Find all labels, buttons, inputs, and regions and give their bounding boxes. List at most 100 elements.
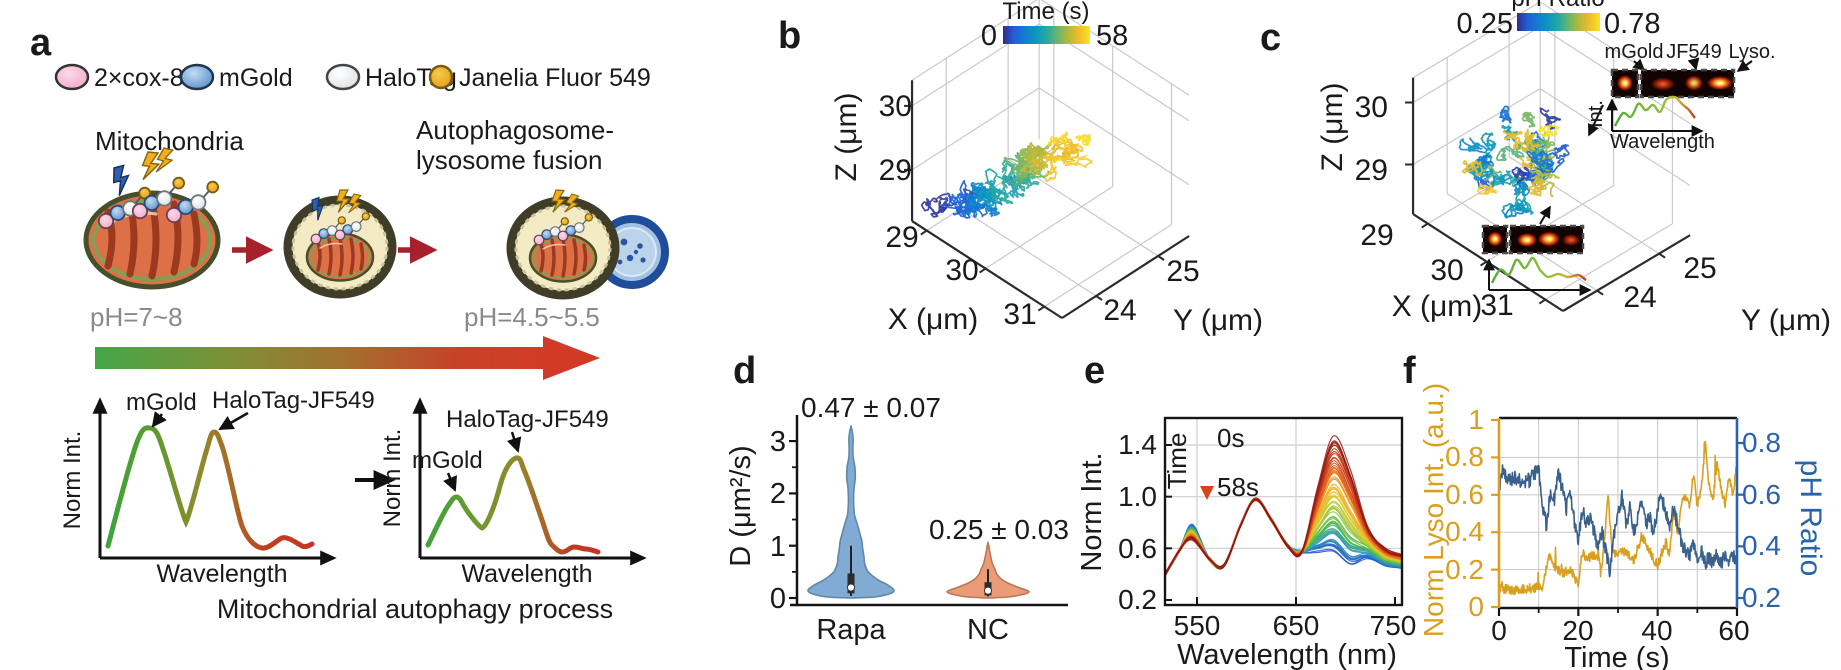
panel-f-label: f bbox=[1403, 350, 1416, 392]
panel-f-right-tick: 0.2 bbox=[1742, 582, 1781, 613]
time-colorbar-title: Time (s) bbox=[1002, 0, 1089, 25]
panel-f-right-tick: 0.6 bbox=[1742, 479, 1781, 510]
spectra-plot bbox=[1163, 416, 1404, 607]
panel-a: a 2×cox-8 mGold HaloTag Janelia Fluor 54… bbox=[30, 22, 669, 624]
sketch2-peak2-label: HaloTag-JF549 bbox=[446, 406, 609, 433]
panel-e-y-axis-label: Norm Int. bbox=[1076, 452, 1108, 571]
panel-c-y-tick: 25 bbox=[1683, 252, 1716, 285]
panel-e-y-tick: 1.0 bbox=[1118, 481, 1157, 512]
panel-c-y-axis-label: Y (μm) bbox=[1741, 304, 1831, 337]
panel-c-bottom-inset bbox=[1481, 205, 1592, 296]
panel-f-right-tick: 0.8 bbox=[1742, 427, 1781, 458]
panel-b-y-axis-label: Y (μm) bbox=[1173, 304, 1263, 337]
sketch2-peak1-label: mGold bbox=[412, 447, 483, 474]
sketch2-ylabel: Norm Int. bbox=[379, 429, 406, 528]
legend-swatch-halotag-icon bbox=[325, 63, 361, 91]
panel-f-right-tick: 0.4 bbox=[1742, 530, 1781, 561]
panel-e-y-tick: 0.6 bbox=[1118, 533, 1157, 564]
panel-e: e 1.4 1.0 0.6 0.2 Norm Int. 550 650 750 … bbox=[1076, 350, 1416, 670]
panel-f-x-axis-label: Time (s) bbox=[1564, 642, 1669, 670]
violin-plot bbox=[789, 415, 1068, 607]
panel-c-x-tick: 30 bbox=[1430, 254, 1463, 287]
fusion-label-line2: lysosome fusion bbox=[416, 145, 602, 175]
legend-swatch-cox8-icon bbox=[54, 63, 90, 91]
panel-c-x-tick: 31 bbox=[1480, 289, 1513, 322]
panel-b-x-tick: 30 bbox=[945, 254, 978, 287]
panel-e-x-tick: 550 bbox=[1174, 610, 1221, 641]
panel-b-3d-axes bbox=[904, 80, 1190, 319]
panel-b-x-axis-label: X (μm) bbox=[888, 303, 979, 336]
inset-pointer-arrow bbox=[1587, 104, 1604, 137]
panel-e-x-axis-label: Wavelength (nm) bbox=[1177, 639, 1397, 670]
panel-d-label: d bbox=[733, 350, 756, 392]
sketch2-xlabel: Wavelength bbox=[461, 560, 592, 588]
peak2-pointer-arrow bbox=[218, 411, 249, 431]
ph-gradient-arrow bbox=[95, 336, 600, 380]
panel-f-left-tick: 0 bbox=[1468, 591, 1484, 622]
inset-tag-lyso: Lyso. bbox=[1728, 41, 1775, 63]
time-colorbar-max: 58 bbox=[1096, 20, 1128, 52]
panel-c-z-tick: 29 bbox=[1355, 154, 1388, 187]
panel-f-left-tick: 0.6 bbox=[1445, 479, 1484, 510]
panel-a-label: a bbox=[30, 22, 52, 64]
sketch1-ylabel: Norm Int. bbox=[59, 431, 86, 530]
panel-b-x-tick: 29 bbox=[885, 221, 918, 254]
spectrum-sketch-after: Norm Int. mGold HaloTag-JF549 Wavelength bbox=[379, 397, 647, 588]
panel-c-x-tick: 29 bbox=[1360, 219, 1393, 252]
ph-colorbar: pH Ratio 0.25 0.78 bbox=[1457, 0, 1661, 40]
autophagosome-lysosome-fusion-illustration bbox=[511, 189, 669, 295]
panel-b-z-axis-label: Z (μm) bbox=[830, 93, 863, 182]
time-legend-start: 0s bbox=[1217, 423, 1244, 453]
inset-wavelength-label: Wavelength bbox=[1610, 131, 1715, 153]
panel-f-left-tick: 0.8 bbox=[1445, 441, 1484, 472]
time-colorbar-gradient bbox=[1003, 26, 1090, 44]
panel-c-label: c bbox=[1260, 17, 1281, 59]
time-legend: Time 0s 58s bbox=[1162, 423, 1259, 502]
ph-colorbar-max: 0.78 bbox=[1604, 8, 1660, 40]
panel-a-caption: Mitochondrial autophagy process bbox=[217, 594, 613, 624]
blue-bolt-icon bbox=[109, 164, 134, 197]
panel-d-y-tick: 0 bbox=[770, 583, 786, 615]
inset-pointer-arrow bbox=[1539, 205, 1551, 225]
ph-colorbar-min: 0.25 bbox=[1457, 8, 1513, 40]
panel-c: c pH Ratio 0.25 0.78 Z (μm) 30 29 29 30 … bbox=[1260, 0, 1831, 337]
legend-swatch-jf549-icon bbox=[428, 64, 454, 90]
mitochondria-illustration bbox=[86, 146, 218, 287]
time-colorbar: Time (s) 0 58 bbox=[981, 0, 1128, 52]
category-nc: NC bbox=[967, 614, 1009, 646]
nc-annotation: 0.25 ± 0.03 bbox=[929, 514, 1069, 545]
panel-f-x-tick: 60 bbox=[1718, 615, 1749, 646]
panel-c-x-axis-label: X (μm) bbox=[1392, 290, 1483, 323]
panel-b-y-tick: 24 bbox=[1103, 294, 1136, 327]
time-legend-end: 58s bbox=[1217, 472, 1259, 502]
panel-b-trajectory-cloud bbox=[921, 131, 1093, 219]
ph-colorbar-title: pH Ratio bbox=[1511, 0, 1604, 12]
panel-f-x-tick: 0 bbox=[1491, 615, 1507, 646]
autophagosome-illustration bbox=[288, 189, 392, 294]
time-gradient-arrowhead bbox=[1200, 486, 1214, 500]
dual-axis-plot bbox=[1491, 416, 1745, 616]
panel-d-y-tick: 3 bbox=[770, 426, 786, 458]
fusion-label-line1: Autophagosome- bbox=[416, 115, 614, 145]
panel-c-y-tick: 24 bbox=[1623, 281, 1656, 314]
panel-f-left-tick: 0.4 bbox=[1445, 516, 1484, 547]
time-legend-title: Time bbox=[1162, 433, 1192, 490]
panel-b-label: b bbox=[778, 15, 801, 57]
panel-f-x-tick: 40 bbox=[1641, 615, 1672, 646]
panel-b-y-tick: 25 bbox=[1166, 255, 1199, 288]
panel-c-z-tick: 30 bbox=[1355, 91, 1388, 124]
rapa-annotation: 0.47 ± 0.07 bbox=[801, 392, 941, 423]
panel-e-x-tick: 650 bbox=[1273, 610, 1320, 641]
legend-swatch-mgold-icon bbox=[179, 63, 215, 91]
peak2-pointer-arrow bbox=[506, 431, 522, 453]
ph-colorbar-gradient bbox=[1517, 13, 1600, 31]
panel-f-left-axis-label: Norm Lyso Int. (a.u.) bbox=[1418, 383, 1449, 637]
panel-f-x-tick: 20 bbox=[1562, 615, 1593, 646]
ph-start-label: pH=7~8 bbox=[90, 302, 183, 332]
panel-f-right-axis-label: pH Ratio bbox=[1794, 460, 1827, 577]
legend-label-jf549: Janelia Fluor 549 bbox=[459, 64, 651, 92]
panel-b-z-tick: 30 bbox=[879, 90, 912, 123]
panel-c-trajectory-cloud bbox=[1458, 105, 1570, 219]
panel-b-z-tick: 29 bbox=[879, 154, 912, 187]
